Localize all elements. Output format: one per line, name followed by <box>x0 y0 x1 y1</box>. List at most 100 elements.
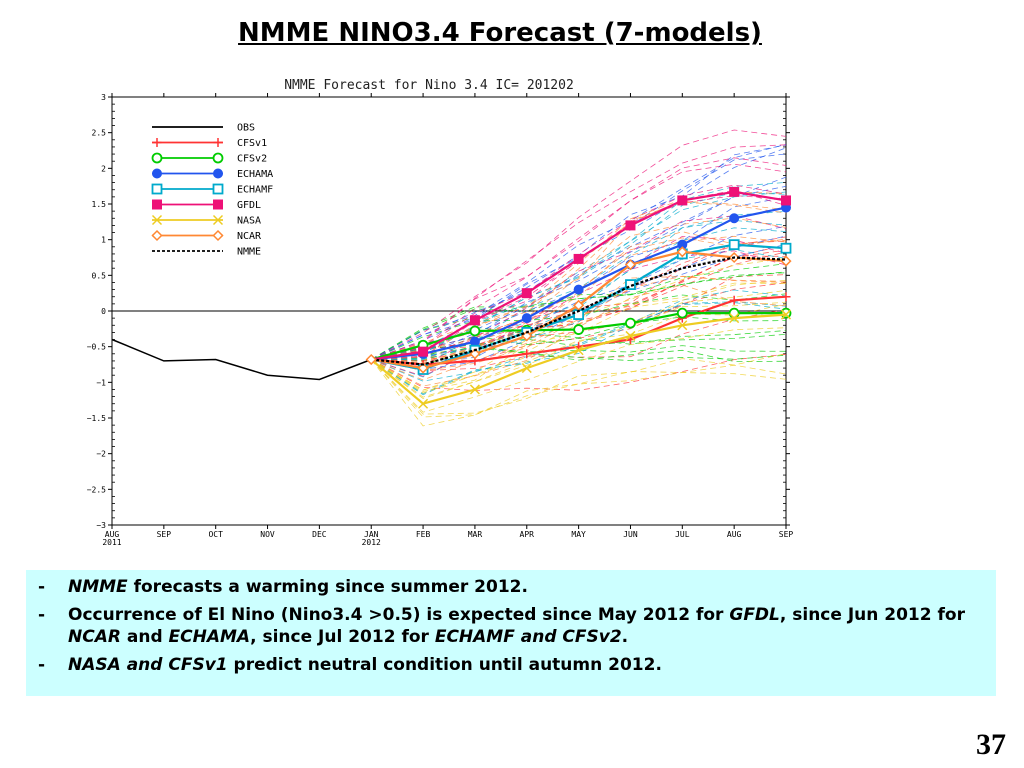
ensemble-member-line <box>370 263 787 360</box>
ensemble-member-line <box>371 217 787 362</box>
note-text: , since Jul 2012 for <box>250 627 435 647</box>
y-tick-label: 2 <box>101 164 106 173</box>
legend-label: CFSv2 <box>237 154 267 165</box>
marker-square-open <box>625 279 636 291</box>
marker-square-filled <box>418 346 429 357</box>
legend-label: OBS <box>237 123 255 134</box>
marker-square-open <box>212 183 224 195</box>
x-tick-label: AUG <box>727 530 742 539</box>
note-bullet: - <box>38 605 46 625</box>
note-bullet: - <box>38 655 46 675</box>
ensemble-member-line <box>370 282 787 394</box>
marker-x <box>521 363 532 374</box>
marker-circle-open <box>469 325 481 337</box>
ensemble-member-line <box>371 129 787 360</box>
marker-diamond-open <box>365 353 377 366</box>
marker-square-filled <box>677 195 688 206</box>
ensemble-member-line <box>371 275 787 372</box>
marker-square-filled <box>152 199 162 210</box>
x-tick-label: JUL <box>675 530 690 539</box>
marker-circle-filled <box>469 336 480 347</box>
marker-plus <box>781 292 791 302</box>
y-tick-label: −3 <box>96 521 106 530</box>
marker-square-filled <box>781 195 791 206</box>
ensemble-member-line <box>370 303 787 398</box>
note-bullet: - <box>38 577 46 597</box>
marker-x <box>729 313 740 324</box>
x-tick-sublabel: 2012 <box>362 538 381 547</box>
slide-title: NMME NINO3.4 Forecast (7-models) <box>238 18 762 48</box>
note-item: - NASA and CFSv1 predict neutral conditio… <box>38 654 986 676</box>
x-tick-label: JUN <box>623 530 638 539</box>
series-nasa <box>370 309 792 409</box>
marker-circle-open <box>151 152 163 164</box>
note-emphasis: ECHAMF and CFSv2 <box>434 627 622 647</box>
marker-diamond-open <box>151 229 163 242</box>
ensemble-member-line <box>370 279 787 392</box>
legend-label: NASA <box>237 216 261 227</box>
note-emphasis: GFDL <box>729 605 780 625</box>
x-tick-sublabel: 2011 <box>102 538 121 547</box>
marker-circle-open <box>780 307 792 319</box>
x-tick-label: AUG <box>105 530 120 539</box>
chart-title: NMME Forecast for Nino 3.4 IC= 201202 <box>284 78 574 93</box>
marker-diamond-open <box>624 259 637 271</box>
x-tick-label: DEC <box>312 530 327 539</box>
ensemble-member-line <box>371 284 787 387</box>
note-text: predict neutral condition until autumn 2… <box>227 655 662 675</box>
marker-x <box>151 214 163 226</box>
marker-x <box>418 398 429 409</box>
marker-plus <box>152 138 162 147</box>
marker-square-open <box>728 239 740 251</box>
note-text: and <box>120 627 169 647</box>
y-tick-label: 2.5 <box>92 129 107 138</box>
marker-square-filled <box>625 220 636 231</box>
marker-diamond-open <box>469 348 481 360</box>
marker-circle-filled <box>213 168 223 179</box>
marker-square-filled <box>521 288 532 299</box>
ensemble-member-line <box>370 359 787 427</box>
marker-circle-filled <box>573 284 584 295</box>
legend-label: NCAR <box>237 231 262 242</box>
y-tick-label: 1 <box>101 236 106 245</box>
y-tick-label: 0 <box>101 307 106 316</box>
y-tick-label: −1.5 <box>87 414 106 423</box>
ensemble-member-line <box>371 235 787 367</box>
ensemble-member-line <box>371 200 787 360</box>
ensemble-member-line <box>371 345 787 362</box>
marker-diamond-open <box>417 362 429 374</box>
x-tick-label: MAR <box>468 530 483 539</box>
marker-circle-open <box>212 152 224 164</box>
note-emphasis: NMME <box>68 577 128 597</box>
ensemble-member-line <box>371 144 787 360</box>
marker-x <box>625 330 636 341</box>
ensemble-member-line <box>371 235 787 363</box>
ensemble-member-line <box>371 333 787 360</box>
marker-circle-open <box>728 307 740 319</box>
series-nmme <box>371 256 787 366</box>
ensemble-member-line <box>370 353 787 415</box>
marker-circle-filled <box>521 313 532 324</box>
ensemble-members <box>370 129 787 427</box>
legend: OBS CFSv1 CFSv2 ECHAMA ECHAMF GFDL NASA NCAR NMM… <box>151 123 273 258</box>
y-tick-label: −1 <box>96 378 106 387</box>
legend-label: GFDL <box>237 200 261 211</box>
x-tick-label: SEP <box>779 530 794 539</box>
ensemble-member-line <box>371 289 787 382</box>
ensemble-member-line <box>371 243 787 370</box>
marker-circle-open <box>676 307 688 319</box>
marker-plus <box>729 295 739 305</box>
note-item: - NMME forecasts a warming since summer 2… <box>38 576 986 598</box>
note-emphasis: NCAR <box>68 627 121 647</box>
ensemble-member-line <box>371 182 787 360</box>
notes-box: - NMME forecasts a warming since summer 2… <box>26 570 996 696</box>
marker-x <box>780 309 792 320</box>
marker-circle-open <box>573 324 585 335</box>
marker-circle-filled <box>152 168 162 179</box>
ensemble-member-line <box>370 302 787 395</box>
x-tick-label: SEP <box>157 530 172 539</box>
marker-square-filled <box>573 253 584 264</box>
note-emphasis: ECHAMA <box>168 627 251 647</box>
marker-square-open <box>151 183 163 195</box>
y-tick-label: 3 <box>101 93 106 102</box>
